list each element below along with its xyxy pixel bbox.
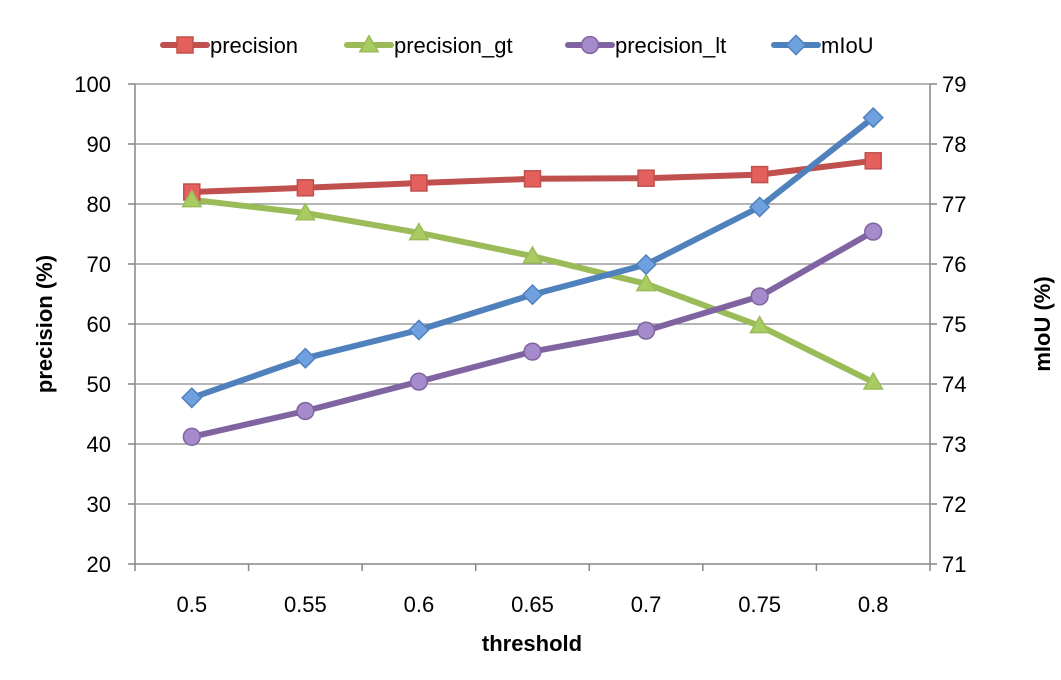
tick-labels: 20 30 40 50 60 70 80 90 100 71 72 73 74 75 76 77 78 79 0.5…: [74, 72, 966, 617]
right-y-tick-label: 74: [942, 372, 966, 397]
right-y-tick-label: 75: [942, 312, 966, 337]
data-point-precision: [410, 174, 428, 192]
left-y-tick-label: 20: [87, 552, 111, 577]
legend-marker-precision-gt: [358, 34, 380, 53]
left-y-tick-label: 100: [74, 72, 111, 97]
series-lines: [188, 114, 877, 440]
data-point-precision-gt: [522, 245, 543, 264]
right-y-tick-label: 79: [942, 72, 966, 97]
legend-marker-precision-lt: [580, 35, 600, 55]
data-point-mIoU: [862, 106, 884, 129]
left-y-tick-label: 50: [87, 372, 111, 397]
data-point-precision: [864, 152, 882, 170]
left-y-tick-label: 30: [87, 492, 111, 517]
data-point-precision-lt: [864, 222, 883, 241]
data-point-mIoU: [521, 283, 544, 306]
right-y-tick-label: 76: [942, 252, 966, 277]
right-y-tick-label: 78: [942, 132, 966, 157]
x-tick-label: 0.55: [284, 592, 327, 617]
data-point-precision-gt: [749, 315, 771, 334]
left-y-axis-title: precision (%): [32, 255, 57, 393]
data-point-precision-lt: [182, 427, 201, 446]
x-tick-label: 0.6: [404, 592, 435, 617]
legend-label-precision: precision: [210, 33, 298, 58]
data-point-precision-lt: [750, 287, 769, 306]
x-tick-label: 0.8: [858, 592, 889, 617]
data-point-precision-gt: [862, 371, 884, 390]
data-point-precision-gt: [408, 222, 430, 241]
legend: precision precision_gt precision_lt mIoU: [160, 33, 874, 58]
right-y-tick-label: 72: [942, 492, 966, 517]
left-y-tick-label: 90: [87, 132, 111, 157]
data-point-precision: [296, 179, 315, 197]
tick-marks: [128, 83, 937, 571]
legend-marker-mIoU: [785, 34, 807, 56]
data-point-precision: [750, 165, 769, 184]
gridlines: [135, 83, 930, 505]
series-markers: [181, 106, 884, 446]
right-y-axis-title: mIoU (%): [1030, 276, 1055, 371]
right-y-tick-label: 77: [942, 192, 966, 217]
x-tick-label: 0.65: [511, 592, 554, 617]
data-point-precision-lt: [636, 321, 656, 340]
data-point-precision-gt: [181, 189, 203, 208]
data-point-mIoU: [294, 347, 317, 369]
data-point-precision-lt: [409, 372, 429, 391]
left-y-tick-label: 60: [87, 312, 111, 337]
legend-label-precision-gt: precision_gt: [394, 33, 513, 58]
data-point-mIoU: [408, 319, 430, 341]
data-point-precision-gt: [294, 202, 316, 221]
legend-label-precision-lt: precision_lt: [615, 33, 726, 58]
legend-label-mIoU: mIoU: [821, 33, 874, 58]
data-point-precision-lt: [523, 342, 542, 361]
left-y-tick-label: 40: [87, 432, 111, 457]
right-y-tick-label: 73: [942, 432, 966, 457]
x-tick-label: 0.75: [738, 592, 781, 617]
data-point-precision: [637, 169, 655, 187]
x-axis-title: threshold: [482, 631, 582, 656]
x-tick-label: 0.5: [176, 592, 207, 617]
data-point-mIoU: [748, 196, 771, 218]
data-point-precision: [523, 170, 542, 188]
data-point-mIoU: [181, 387, 203, 409]
data-point-precision-gt: [635, 273, 657, 292]
left-y-tick-label: 70: [87, 252, 111, 277]
left-y-tick-label: 80: [87, 192, 111, 217]
data-point-precision-lt: [296, 401, 315, 421]
right-y-tick-label: 71: [942, 552, 966, 577]
legend-marker-precision: [176, 36, 194, 54]
x-tick-label: 0.7: [631, 592, 662, 617]
data-point-mIoU: [635, 253, 657, 276]
